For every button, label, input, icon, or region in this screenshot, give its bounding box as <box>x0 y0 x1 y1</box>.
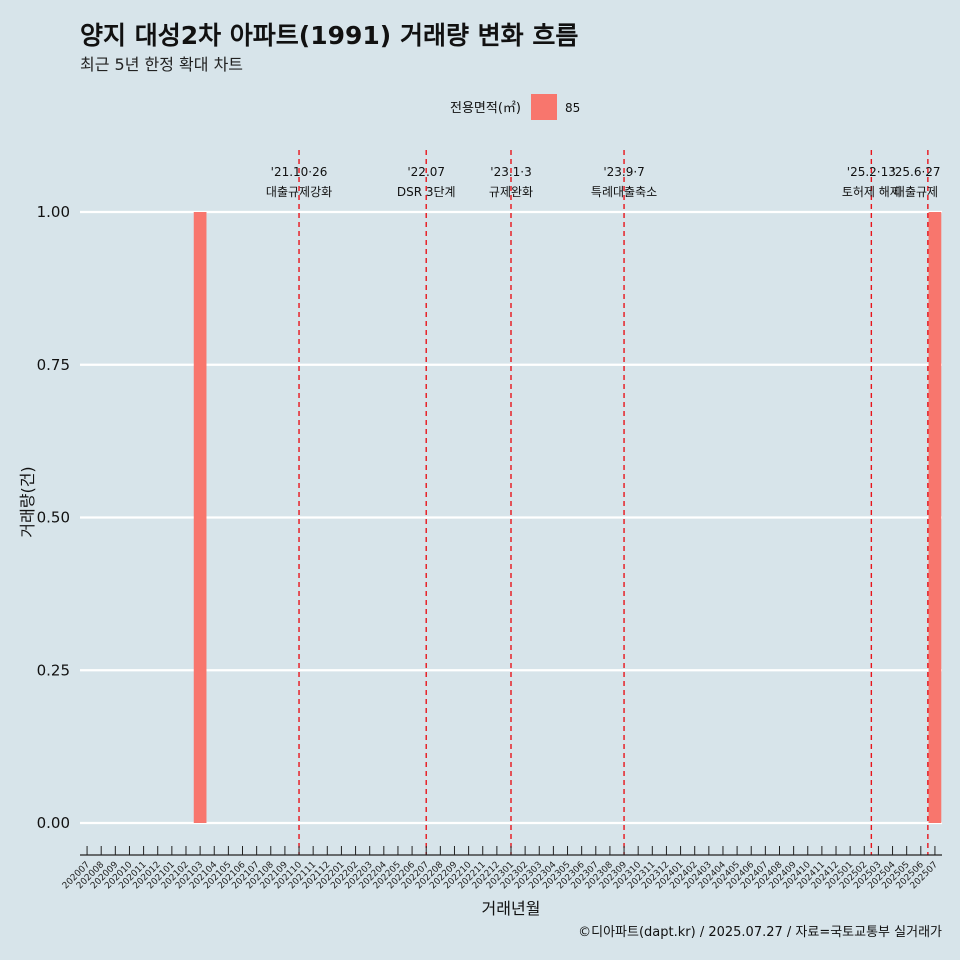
x-axis: 2020072020082020092020102020112020122021… <box>61 846 942 891</box>
event-date-label: '25.2·13 <box>847 165 896 179</box>
grid-lines <box>80 210 942 825</box>
chart-title: 양지 대성2차 아파트(1991) 거래량 변화 흐름 <box>80 21 578 50</box>
event-name-label: 규제완화 <box>489 185 533 199</box>
y-axis-title: 거래량(건) <box>18 466 37 537</box>
bar <box>928 212 942 823</box>
event-date-label: '22.07 <box>407 165 445 179</box>
y-tick-label: 0.75 <box>37 356 70 374</box>
legend-title: 전용면적(㎡) <box>450 101 521 116</box>
event-name-label: DSR 3단계 <box>397 185 456 199</box>
legend-label: 85 <box>565 101 580 115</box>
event-date-label: '21.10·26 <box>271 165 328 179</box>
event-lines: '21.10·26 대출규제강화 '22.07 DSR 3단계 '23.1·3 규제완화 '… <box>266 150 941 855</box>
event-name-label: 대출규제강화 <box>266 185 332 199</box>
caption: ©디아파트(dapt.kr) / 2025.07.27 / 자료=국토교통부 실… <box>578 925 942 940</box>
event-date-label: '23.1·3 <box>490 165 531 179</box>
event-date-label: '25.6·27 <box>891 165 940 179</box>
bars <box>193 212 942 823</box>
event-name-label: 토허제 해제 <box>842 185 901 199</box>
y-tick-label: 0.00 <box>37 814 70 832</box>
bar <box>193 212 207 823</box>
event-name-label: 특례대출축소 <box>591 185 657 199</box>
chart-subtitle: 최근 5년 한정 확대 차트 <box>80 55 243 74</box>
legend-swatch <box>531 94 557 120</box>
event-date-label: '23.9·7 <box>603 165 644 179</box>
x-axis-title: 거래년월 <box>482 899 541 918</box>
y-tick-label: 0.25 <box>37 661 70 679</box>
y-tick-label: 1.00 <box>37 203 70 221</box>
event-name-label: 대출규제 <box>894 185 938 199</box>
y-axis: 0.00 0.25 0.50 0.75 1.00 <box>37 203 70 832</box>
y-tick-label: 0.50 <box>37 509 70 527</box>
legend: 전용면적(㎡) 85 <box>450 94 580 120</box>
